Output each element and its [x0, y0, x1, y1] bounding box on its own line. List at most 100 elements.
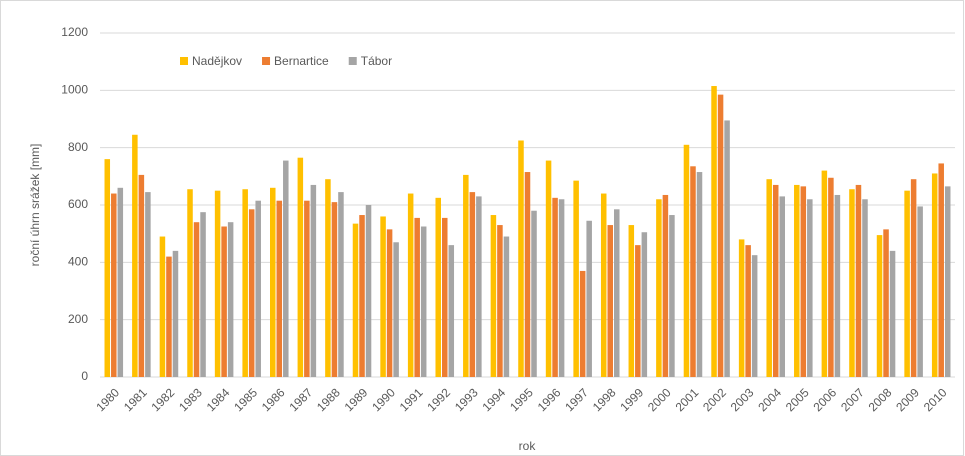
y-tick-label: 1200	[61, 25, 88, 39]
bar	[476, 196, 482, 377]
bar	[469, 192, 476, 377]
bar	[779, 196, 785, 377]
bar	[669, 215, 675, 377]
bar	[304, 200, 310, 377]
bar	[917, 206, 923, 377]
bar	[821, 170, 828, 377]
bar	[579, 270, 586, 377]
bar	[862, 199, 868, 377]
bar	[724, 120, 730, 377]
bar	[800, 186, 807, 377]
y-tick-label: 400	[68, 255, 88, 269]
bar	[420, 226, 427, 377]
bar	[442, 217, 448, 377]
bar	[558, 199, 565, 377]
bar	[132, 134, 138, 377]
bar	[248, 209, 255, 377]
bar	[772, 184, 779, 377]
bar	[586, 220, 592, 377]
bar	[889, 250, 896, 377]
bar	[338, 192, 344, 377]
bar	[227, 222, 234, 377]
bar	[386, 229, 393, 377]
legend-swatch	[348, 57, 357, 65]
y-tick-label: 0	[81, 369, 88, 383]
bar	[552, 197, 558, 377]
bar	[910, 179, 917, 377]
legend-swatch	[262, 57, 271, 65]
bar	[745, 245, 751, 377]
bar	[876, 235, 883, 377]
bar	[448, 245, 455, 377]
bar	[711, 86, 717, 378]
bar	[166, 256, 172, 377]
bar	[828, 177, 834, 377]
bar	[766, 179, 772, 377]
bar	[497, 225, 503, 377]
bar	[414, 217, 420, 377]
bar	[221, 226, 227, 377]
bar	[193, 222, 200, 377]
bar	[524, 172, 531, 377]
bar	[325, 179, 331, 377]
bar	[380, 216, 386, 377]
bar	[807, 199, 813, 377]
bar	[607, 225, 613, 377]
bar	[794, 184, 800, 377]
bar	[407, 193, 414, 377]
bar	[635, 245, 641, 377]
legend-label: Tábor	[361, 54, 392, 68]
bar	[656, 199, 662, 377]
bar	[904, 190, 910, 377]
bar	[276, 200, 283, 377]
bar	[393, 242, 399, 377]
bar	[503, 236, 510, 377]
bar	[518, 140, 524, 377]
bar	[573, 180, 579, 377]
bar	[187, 189, 193, 377]
bar	[172, 250, 179, 377]
bar	[159, 236, 166, 377]
bar	[214, 190, 221, 377]
bar	[683, 144, 690, 377]
bar	[270, 187, 276, 377]
bar	[834, 194, 841, 377]
bar	[662, 194, 669, 377]
bar	[255, 200, 261, 377]
bar	[111, 193, 117, 377]
bar	[738, 239, 745, 377]
bar	[855, 184, 862, 377]
y-tick-label: 800	[68, 140, 88, 154]
bar	[938, 163, 944, 377]
bar	[145, 192, 151, 377]
bar	[365, 205, 372, 377]
x-axis-label: rok	[519, 439, 537, 453]
bar	[614, 209, 620, 377]
bar	[696, 172, 703, 377]
bar	[849, 189, 855, 377]
bar	[751, 255, 758, 377]
y-tick-label: 1000	[61, 83, 88, 97]
bar	[690, 166, 696, 377]
bar	[435, 197, 441, 377]
bar	[545, 160, 552, 377]
bar	[283, 160, 289, 377]
y-axis-label: roční úhrn srážek [mm]	[28, 144, 42, 267]
bar	[117, 187, 124, 377]
y-tick-label: 600	[68, 197, 88, 211]
bar	[531, 210, 537, 377]
bar	[944, 186, 951, 377]
bar	[310, 184, 317, 377]
legend-swatch	[180, 57, 188, 65]
bar	[628, 225, 635, 377]
y-tick-label: 200	[68, 312, 88, 326]
bar	[463, 174, 469, 377]
bar	[352, 223, 359, 377]
bar	[297, 157, 304, 377]
bar	[641, 232, 648, 377]
bar	[931, 173, 938, 377]
bar	[490, 215, 497, 377]
legend-label: Bernartice	[274, 54, 329, 68]
